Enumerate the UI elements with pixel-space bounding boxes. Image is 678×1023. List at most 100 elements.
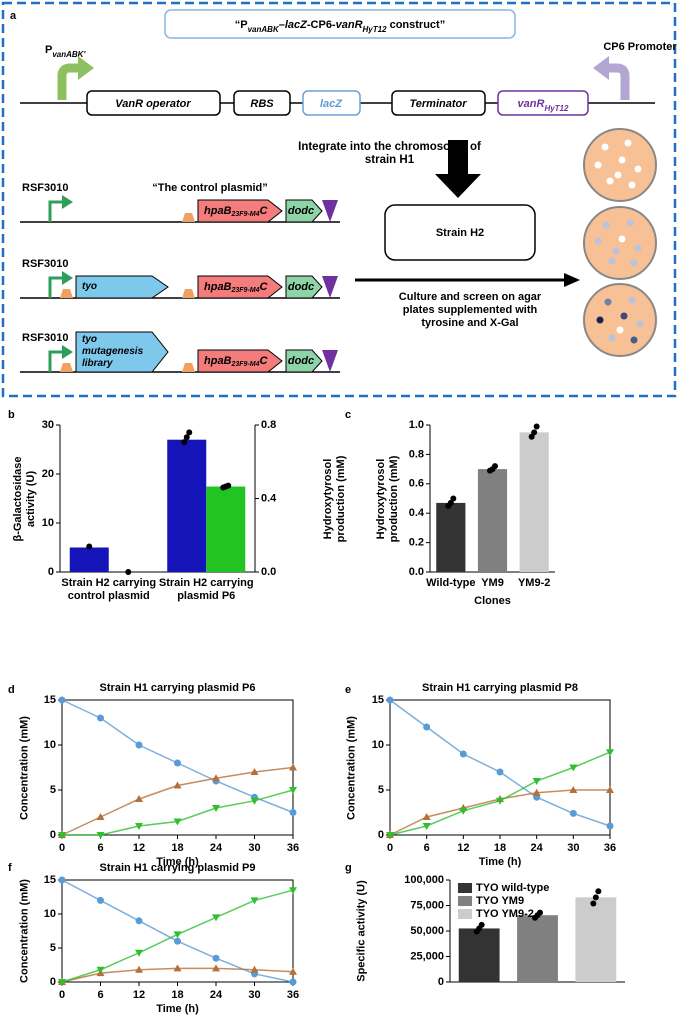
- colony: [618, 156, 626, 164]
- gene-label: tyo: [82, 281, 97, 292]
- bar: [69, 547, 109, 572]
- y-tick-label: 10: [44, 908, 56, 920]
- data-point: [450, 495, 457, 502]
- marker: [289, 887, 297, 895]
- rbs: [182, 363, 195, 372]
- x-axis-label: Time (h): [156, 856, 199, 868]
- marker: [96, 832, 105, 839]
- marker: [212, 805, 220, 812]
- y2-tick-label: 0.0: [261, 566, 276, 578]
- promoter-left-label: PvanABK': [45, 44, 86, 59]
- arrow-head: [78, 56, 94, 80]
- colony: [606, 177, 614, 185]
- arrow-head: [62, 345, 73, 359]
- colony: [616, 326, 624, 334]
- x-tick-label: 12: [457, 842, 469, 854]
- label-part: vanR: [518, 98, 545, 110]
- gene-label: tyo mutagenesis library: [82, 334, 144, 369]
- x-axis-label: Time (h): [156, 1003, 199, 1015]
- series-line: [61, 699, 294, 814]
- bar: [477, 469, 508, 572]
- title-part: –: [279, 19, 285, 31]
- y-tick-label: 0: [50, 829, 56, 841]
- title-box: [164, 9, 516, 39]
- title-part: vanABK: [248, 25, 280, 34]
- colony: [636, 320, 644, 328]
- agar-plate: [583, 206, 657, 280]
- marker: [135, 823, 143, 830]
- data-point: [225, 482, 232, 489]
- label-part: C: [260, 355, 269, 367]
- x-tick-label: 18: [171, 989, 183, 1001]
- y2-tick-label: 0.8: [261, 419, 276, 431]
- terminator: [322, 276, 338, 298]
- colony: [620, 312, 628, 320]
- marker: [496, 797, 504, 805]
- y-tick-label: 10: [372, 739, 384, 751]
- label-part: hpaB: [204, 205, 232, 217]
- data-point: [595, 888, 602, 895]
- colony: [608, 257, 616, 265]
- x-tick-label: Strain H2 carrying plasmid P6: [158, 577, 254, 602]
- y-tick-label: 15: [44, 874, 56, 886]
- marker: [96, 813, 105, 820]
- promoter-label: RSF3010: [22, 258, 68, 270]
- series-line: [389, 699, 611, 827]
- panel-label: c: [345, 409, 351, 421]
- panel-label: g: [345, 862, 352, 874]
- gene-hpaB: [197, 349, 283, 373]
- gene-hpaB: [197, 199, 283, 223]
- y-tick-label: 0.6: [409, 478, 424, 490]
- x-tick-label: YM9: [481, 577, 504, 589]
- promoter-right-label: CP6 Promoter: [603, 41, 677, 53]
- colony: [630, 259, 638, 267]
- marker: [606, 786, 614, 793]
- part-label: Terminator: [409, 98, 467, 110]
- label-part: 23F9-M4: [231, 211, 260, 218]
- gene-label: hpaB23F9-M4C: [204, 355, 269, 368]
- chart-title: Strain H1 carrying plasmid P8: [422, 682, 578, 694]
- x-tick-label: 18: [171, 842, 183, 854]
- data-point: [531, 429, 538, 436]
- panel-border: [1, 1, 677, 398]
- marker: [96, 966, 105, 974]
- chart-title: Strain H1 carrying plasmid P9: [100, 862, 256, 874]
- y-tick-label: 75,000: [410, 899, 444, 911]
- data-point: [186, 429, 193, 436]
- marker: [97, 714, 104, 722]
- title-part: HyT12: [363, 25, 388, 34]
- y-tick-label: 15: [44, 694, 56, 706]
- marker: [173, 931, 182, 939]
- gene-dodc: [285, 199, 323, 223]
- marker: [135, 949, 143, 957]
- y-tick-label: 5: [50, 784, 56, 796]
- colony: [634, 165, 642, 173]
- marker: [289, 809, 297, 816]
- x-axis-label: Clones: [474, 595, 511, 607]
- gene-label: hpaB23F9-M4C: [204, 281, 269, 294]
- y-tick-label: 0: [48, 566, 54, 578]
- marker: [422, 813, 431, 820]
- construct-title: “PvanABK–lacZ-CP6-vanRHyT12 construct”: [235, 19, 445, 34]
- data-point: [181, 439, 188, 446]
- y-tick-label: 0.2: [409, 537, 424, 549]
- marker: [212, 914, 220, 922]
- y-axis-label: Specific activity (U): [355, 880, 368, 982]
- panel-label: a: [10, 10, 17, 22]
- title-part: vanR: [336, 19, 363, 31]
- x-tick-label: 0: [387, 842, 393, 854]
- bar: [575, 897, 617, 982]
- y-tick-label: 20: [42, 468, 54, 480]
- y-tick-label: 0: [438, 976, 444, 988]
- y-tick-label: 0.8: [409, 448, 424, 460]
- plasmid-title: “The control plasmid”: [152, 182, 268, 194]
- screen-text: Culture and screen on agar plates supple…: [398, 291, 542, 329]
- strain-box: [384, 204, 536, 261]
- data-point: [528, 433, 535, 440]
- colony: [626, 219, 634, 227]
- bar: [167, 439, 207, 572]
- gene-label: dodc: [288, 355, 314, 367]
- marker: [212, 774, 220, 782]
- colony: [634, 244, 642, 252]
